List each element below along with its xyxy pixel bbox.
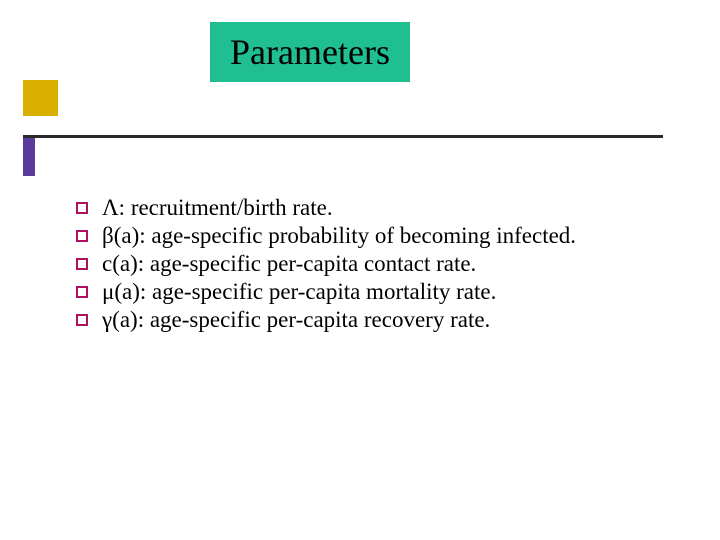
bullet-icon — [76, 202, 88, 214]
bullet-icon — [76, 258, 88, 270]
slide: Parameters Λ: recruitment/birth rate. β(… — [0, 0, 720, 540]
accent-purple-block — [23, 138, 35, 176]
list-item: γ(a): age-specific per-capita recovery r… — [76, 306, 676, 334]
list-item: c(a): age-specific per-capita contact ra… — [76, 250, 676, 278]
bullet-text: c(a): age-specific per-capita contact ra… — [102, 250, 476, 278]
list-item: μ(a): age-specific per-capita mortality … — [76, 278, 676, 306]
accent-gold-block — [23, 80, 58, 116]
bullet-text: μ(a): age-specific per-capita mortality … — [102, 278, 496, 306]
bullet-icon — [76, 230, 88, 242]
slide-title: Parameters — [230, 34, 390, 70]
bullet-icon — [76, 314, 88, 326]
bullet-text: γ(a): age-specific per-capita recovery r… — [102, 306, 490, 334]
title-box: Parameters — [210, 22, 410, 82]
divider-line — [23, 135, 663, 138]
bullet-icon — [76, 286, 88, 298]
bullet-text: Λ: recruitment/birth rate. — [102, 194, 333, 222]
list-item: Λ: recruitment/birth rate. — [76, 194, 676, 222]
list-item: β(a): age-specific probability of becomi… — [76, 222, 676, 250]
bullet-text: β(a): age-specific probability of becomi… — [102, 222, 576, 250]
bullet-list: Λ: recruitment/birth rate. β(a): age-spe… — [76, 194, 676, 334]
